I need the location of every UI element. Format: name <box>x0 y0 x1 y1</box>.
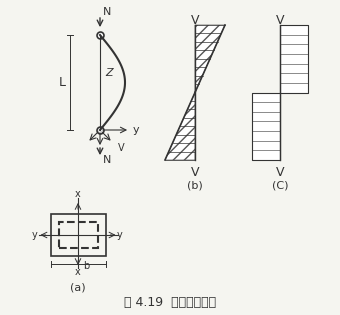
Bar <box>252 93 280 160</box>
Text: V: V <box>191 165 199 179</box>
Text: (a): (a) <box>70 282 86 292</box>
Text: N: N <box>103 155 112 165</box>
Polygon shape <box>195 25 225 93</box>
Text: y: y <box>32 230 37 240</box>
Text: 图 4.19  剪力计算简图: 图 4.19 剪力计算简图 <box>124 295 216 308</box>
Text: L: L <box>58 76 66 89</box>
Text: x: x <box>75 189 81 199</box>
Text: V: V <box>191 14 199 26</box>
Text: N: N <box>103 7 112 17</box>
Text: b: b <box>83 261 89 271</box>
Bar <box>51 214 105 256</box>
Text: V: V <box>276 165 284 179</box>
Bar <box>280 25 308 93</box>
Text: Z: Z <box>105 67 113 77</box>
Text: (C): (C) <box>272 180 288 190</box>
Text: y: y <box>117 230 122 240</box>
Text: (b): (b) <box>187 180 203 190</box>
Text: V: V <box>118 143 125 153</box>
Bar <box>58 222 98 248</box>
Text: V: V <box>276 14 284 26</box>
Polygon shape <box>165 93 195 160</box>
Text: y: y <box>133 125 140 135</box>
Text: x: x <box>75 267 81 277</box>
